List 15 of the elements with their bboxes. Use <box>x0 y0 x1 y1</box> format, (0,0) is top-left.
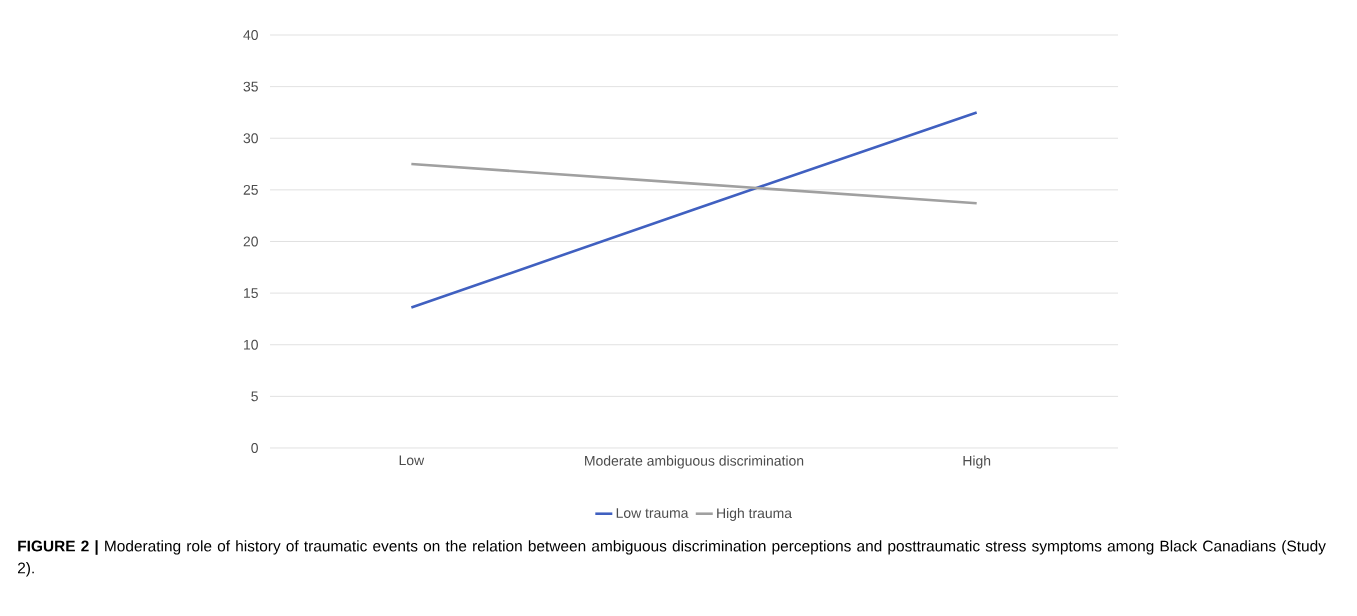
y-tick-label: 15 <box>244 288 258 298</box>
legend-label: High trauma <box>717 507 793 521</box>
y-tick-label: 30 <box>243 133 258 144</box>
legend-label: Low trauma <box>616 508 689 518</box>
x-tick-label: High <box>963 455 991 469</box>
y-tick-label: 0 <box>251 443 258 453</box>
x-tick-label: Moderate ambiguous discrimination <box>585 455 804 469</box>
y-tick-label: 5 <box>251 391 258 402</box>
y-tick-label: 20 <box>243 236 258 247</box>
x-tick-label: Low <box>399 455 425 466</box>
y-tick-label: 35 <box>243 81 258 92</box>
y-tick-label: 25 <box>243 184 258 195</box>
y-tick-label: 10 <box>244 339 258 350</box>
y-tick-label: 40 <box>243 30 258 40</box>
text: FIGURE 2 | Moderating role of history of traumatic events on the relation between ambiguous discrimination perceptions and posttraumatic stress symptoms among Black Canadians (Study 2). <box>18 540 1326 577</box>
